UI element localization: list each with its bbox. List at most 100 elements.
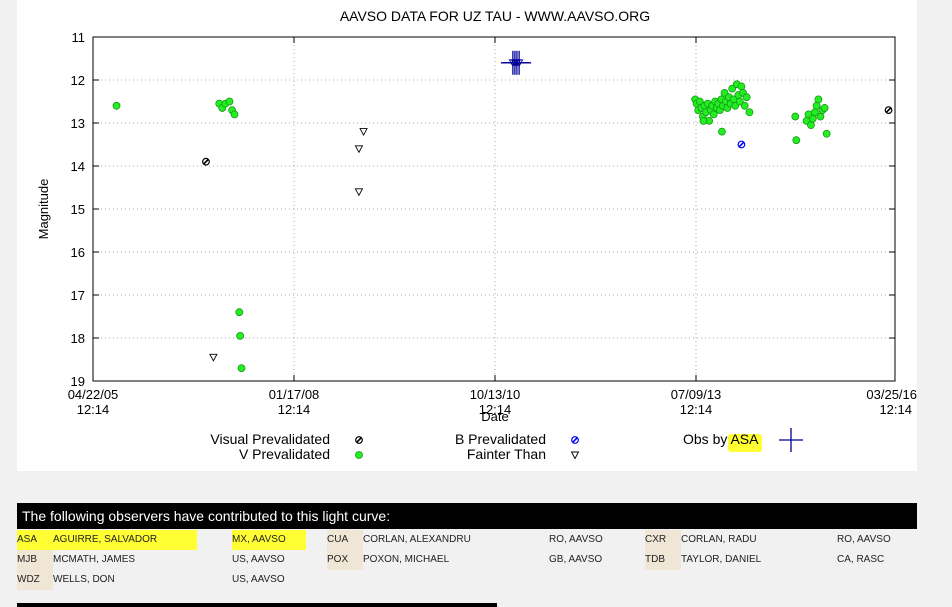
legend-asa-highlight	[728, 434, 762, 452]
legend-marker-b-prevalidated	[571, 436, 579, 444]
x-tick-label: 10/13/10	[470, 387, 521, 402]
observer-location: MX, AAVSO	[232, 530, 306, 550]
observer-code: CUA	[327, 530, 363, 550]
v-prevalidated-point	[236, 331, 245, 340]
observer-code: MJB	[17, 550, 53, 570]
v-prevalidated-point	[112, 101, 121, 110]
fainter-than-point	[209, 353, 218, 362]
v-prevalidated-point	[237, 364, 246, 373]
observer-name: CORLAN, ALEXANDRU	[363, 534, 471, 545]
b-prevalidated-point	[737, 140, 746, 149]
legend-label-v-prevalidated: V Prevalidated	[239, 446, 330, 462]
v-prevalidated-point	[807, 121, 815, 130]
v-prevalidated-point	[822, 129, 831, 138]
light-curve-chart: AAVSO DATA FOR UZ TAU - WWW.AAVSO.ORG 11…	[36, 8, 917, 462]
y-tick-label: 11	[72, 30, 86, 45]
grid-layer	[93, 37, 895, 381]
observer-name: POXON, MICHAEL	[363, 554, 450, 565]
observer-name: WELLS, DON	[53, 574, 115, 585]
bottom-bar	[17, 603, 497, 607]
legend-marker-b-prevalidated-slash	[572, 437, 578, 443]
v-prevalidated-point	[816, 112, 825, 121]
y-tick-label: 15	[71, 202, 85, 217]
v-prevalidated-point	[814, 95, 823, 104]
observer-location: US, AAVSO	[232, 574, 285, 585]
x-tick-label: 01/17/08	[269, 387, 320, 402]
v-prevalidated-point	[735, 97, 744, 106]
x-tick-label: 12:14	[879, 402, 912, 417]
observers-table: ASA AGUIRRE, SALVADOR MX, AAVSO CUA CORLAN, …	[17, 530, 917, 590]
y-tick-label: 17	[71, 288, 85, 303]
v-prevalidated-point	[808, 114, 817, 123]
y-tick-label: 19	[71, 374, 85, 389]
x-tick-label: 12:14	[278, 402, 311, 417]
fainter-than-point	[354, 188, 364, 197]
legend-marker-visual-prevalidated	[355, 436, 363, 444]
x-tick-label: 12:14	[680, 402, 713, 417]
legend-label-fainter-than: Fainter Than	[467, 446, 546, 462]
visual-prevalidated-point	[884, 106, 893, 114]
v-prevalidated-point	[791, 112, 800, 121]
fainter-than-point	[359, 128, 368, 137]
observer-location: RO, AAVSO	[837, 534, 891, 545]
observer-location: CA, RASC	[837, 554, 885, 565]
v-prevalidated-point	[709, 110, 718, 119]
y-tick-label: 12	[71, 73, 85, 88]
v-prevalidated-point	[235, 308, 244, 317]
v-prevalidated-point	[742, 93, 751, 102]
x-tick-label: 12:14	[479, 402, 512, 417]
y-tick-label: 13	[71, 116, 85, 131]
observer-name: AGUIRRE, SALVADOR	[53, 530, 197, 550]
v-prevalidated-point	[225, 97, 234, 106]
y-tick-label: 14	[71, 159, 85, 174]
v-prevalidated-point	[820, 104, 829, 112]
y-axis-label: Magnitude	[36, 179, 51, 240]
observer-row: MJB MCMATH, JAMES US, AAVSO POX POXON, MICHA…	[17, 550, 917, 570]
x-tick-label: 12:14	[77, 402, 110, 417]
x-tick-label: 03/25/16	[866, 387, 917, 402]
observer-code: CXR	[645, 530, 681, 550]
observer-name: TAYLOR, DANIEL	[681, 554, 762, 565]
v-prevalidated-point	[740, 101, 749, 110]
x-axis-label: Date	[481, 409, 508, 424]
v-prevalidated-point	[737, 82, 746, 91]
observer-location: US, AAVSO	[232, 554, 285, 565]
observer-location: RO, AAVSO	[549, 534, 603, 545]
visual-prevalidated-point	[202, 157, 210, 166]
v-prevalidated-point	[792, 136, 801, 145]
legend-marker-v-prevalidated	[355, 451, 363, 459]
legend-label-b-prevalidated: B Prevalidated	[455, 431, 546, 447]
legend-marker-fainter-than	[570, 451, 580, 460]
observer-location: GB, AAVSO	[549, 554, 603, 565]
legend-marker-obs-by-asa	[779, 428, 803, 452]
ticks-layer: 11121314151617181904/22/0512:1401/17/081…	[68, 30, 917, 417]
plot-panel: AAVSO DATA FOR UZ TAU - WWW.AAVSO.ORG 11…	[17, 0, 917, 471]
b-prevalidated-point-slash	[738, 141, 745, 148]
chart-title: AAVSO DATA FOR UZ TAU - WWW.AAVSO.ORG	[340, 8, 650, 24]
observer-row: ASA AGUIRRE, SALVADOR MX, AAVSO CUA CORLAN, …	[17, 530, 917, 550]
obs-by-asa-point	[507, 50, 532, 75]
fainter-than-point	[354, 145, 364, 154]
observer-code: TDB	[645, 550, 681, 570]
observer-code: ASA	[17, 530, 53, 550]
v-prevalidated-point	[699, 116, 708, 125]
v-prevalidated-point	[718, 127, 726, 136]
legend-marker-visual-prevalidated-slash	[356, 437, 362, 443]
legend-label-obs-by-asa: Obs by ASA	[683, 431, 759, 447]
visual-prevalidated-point-slash	[203, 158, 209, 165]
observer-name: MCMATH, JAMES	[53, 554, 136, 565]
v-prevalidated-point	[230, 110, 239, 119]
points-layer	[112, 50, 893, 373]
observer-name: CORLAN, RADU	[681, 534, 757, 545]
observer-code: WDZ	[17, 570, 53, 590]
observer-row: WDZ WELLS, DON US, AAVSO	[17, 570, 917, 590]
visual-prevalidated-point-slash	[885, 107, 892, 113]
legend-label-visual-prevalidated: Visual Prevalidated	[210, 431, 330, 447]
observers-header: The following observers have contributed…	[17, 503, 917, 529]
y-tick-label: 18	[71, 331, 85, 346]
x-tick-label: 07/09/13	[671, 387, 722, 402]
observer-code: POX	[327, 550, 363, 570]
x-tick-label: 04/22/05	[68, 387, 119, 402]
v-prevalidated-point	[745, 108, 754, 117]
